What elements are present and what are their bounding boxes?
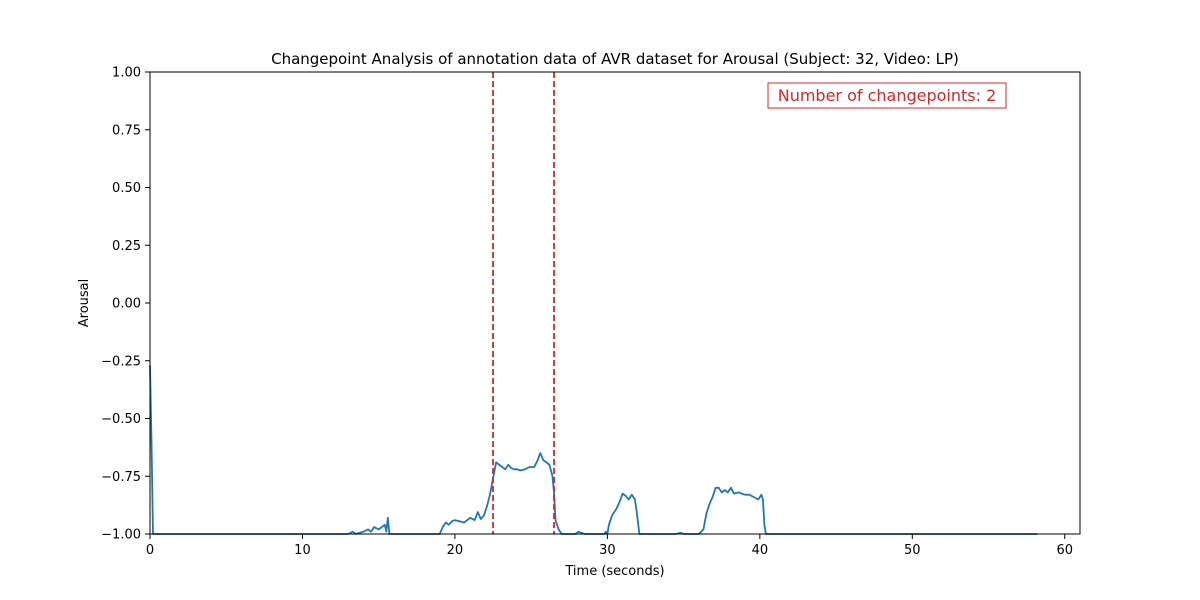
x-tick-label: 30 [599, 543, 616, 558]
x-tick-label: 60 [1056, 543, 1073, 558]
x-tick-label: 20 [447, 543, 464, 558]
y-tick-label: 0.75 [112, 123, 141, 138]
x-tick-label: 0 [146, 543, 154, 558]
y-tick-label: −0.50 [101, 412, 141, 427]
y-tick-label: 0.50 [112, 181, 141, 196]
series-line-0 [149, 365, 1038, 535]
y-tick-label: 0.25 [112, 239, 141, 254]
x-tick-label: 10 [294, 543, 311, 558]
y-axis-label: Arousal [77, 279, 92, 328]
y-tick-label: −0.75 [101, 470, 141, 485]
annotation-text: Number of changepoints: 2 [778, 86, 997, 105]
plot-area [149, 71, 1081, 535]
y-tick-label: 0.00 [112, 297, 141, 312]
y-tick-label: −1.00 [101, 528, 141, 543]
x-axis-label: Time (seconds) [564, 564, 664, 579]
axes-frame [149, 71, 1081, 535]
chart-title: Changepoint Analysis of annotation data … [271, 50, 959, 68]
annotation-frame [767, 82, 1007, 109]
x-tick-label: 40 [752, 543, 769, 558]
axis-ticks: 0 10 20 30 40 50 60 −1.00 −0.75 −0.50 −0.25 0.00 0.2… [101, 66, 1073, 559]
annotation-box: Number of changepoints: 2 [767, 82, 1007, 109]
y-tick-label: −0.25 [101, 354, 141, 369]
x-tick-label: 50 [904, 543, 921, 558]
y-tick-label: 1.00 [112, 66, 141, 81]
